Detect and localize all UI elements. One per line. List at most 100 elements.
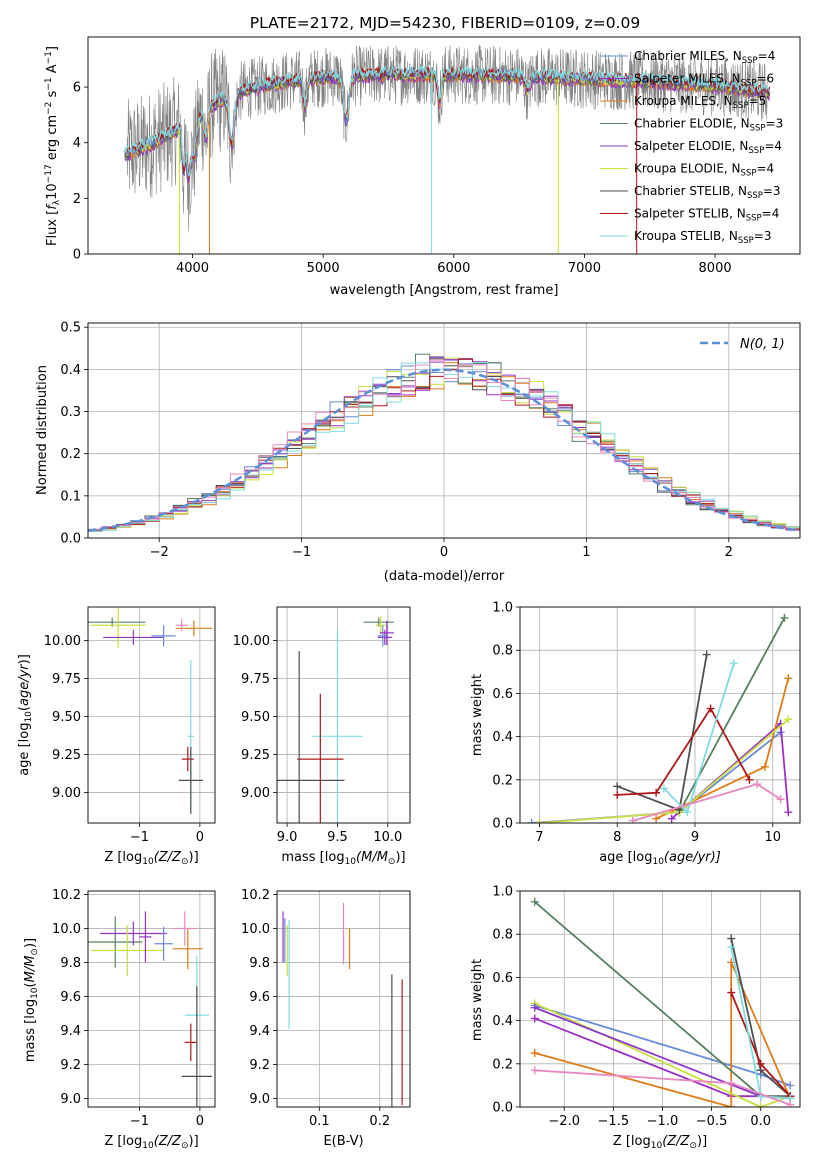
errorbar-point <box>277 651 345 823</box>
y-tick-label: 9.50 <box>241 710 270 725</box>
errorbar-point <box>172 911 197 946</box>
series-point-marker <box>613 782 622 791</box>
axes-frame <box>519 606 801 824</box>
series-point-marker <box>706 704 715 713</box>
y-tick-label: 0.0 <box>60 532 81 547</box>
x-tick-label: 7 <box>535 830 543 845</box>
axes-mass_vs_ebv: 0.1 0.2 9.0 9.2 9.4 9.6 9.8 10.0 10.2 E(B-V) <box>241 888 390 1149</box>
y-axis-label: mass weight <box>470 959 485 1041</box>
x-tick-label: 1 <box>582 545 590 560</box>
y-tick-label: 9.75 <box>52 672 81 687</box>
y-tick-label: 9.00 <box>52 786 81 801</box>
y-tick-label: 1.0 <box>492 885 513 900</box>
series-point-marker <box>745 775 754 784</box>
axes-frame <box>87 322 801 539</box>
panel-age_vs_Z: −1 0 9.00 9.25 9.50 9.75 10.00 Z [log10(Z/Z⊙)] <box>44 606 216 867</box>
legend-entry: Chabrier MILES, NSSP=4 <box>634 49 775 66</box>
panel-residuals: −2 −1 0 1 2 0.0 0.1 0.2 0.3 0.4 0.5 (data-model)/er… <box>60 321 801 584</box>
x-tick-label: 9 <box>691 830 699 845</box>
errorbar-point <box>91 925 164 977</box>
x-tick-label: −1 <box>130 1114 149 1129</box>
series-point-marker <box>683 808 692 817</box>
x-tick-label: 6000 <box>437 261 470 276</box>
axes-frame <box>87 606 216 824</box>
series-point-marker <box>535 819 544 823</box>
legend-entry: Kroupa MILES, NSSP=5 <box>634 94 766 111</box>
series-point-marker <box>756 1103 765 1107</box>
x-tick-label: 10.0 <box>373 830 402 845</box>
series-point-marker <box>613 790 622 799</box>
errorbar-point <box>175 620 212 636</box>
series-point-marker <box>784 674 793 683</box>
errorbar-point <box>297 693 344 823</box>
residual-legend: N(0, 1) <box>700 337 785 352</box>
y-tick-label: 0.2 <box>60 447 81 462</box>
errorbar-point <box>88 916 143 968</box>
legend-entry: Salpeter MILES, NSSP=6 <box>634 72 774 89</box>
panel-massweight_vs_Z: −2.0 −1.5 −1.0 −0.5 0.0 0.0 0.2 0.4 0.6 0.8 1.0 Z [… <box>492 885 801 1151</box>
x-axis-label: Z [log10(Z/Z⊙)] <box>613 1134 707 1151</box>
errorbar-point <box>154 926 173 961</box>
series-point-marker <box>753 780 762 789</box>
y-tick-label: 9.6 <box>249 990 270 1005</box>
axes-age_vs_mass: 9.0 9.5 10.0 9.00 9.25 9.50 9.75 10.00 mass [log… <box>233 634 406 867</box>
y-tick-label: 0.0 <box>492 1101 513 1116</box>
x-tick-label: 9.5 <box>327 830 348 845</box>
errorbar-point <box>103 629 164 646</box>
x-axis-label: wavelength [Angstrom, rest frame] <box>330 283 559 298</box>
errorbar-point <box>172 928 203 970</box>
plot-area-age_vs_Z <box>88 607 212 814</box>
y-tick-label: 9.50 <box>52 710 81 725</box>
figure-title: PLATE=2172, MJD=54230, FIBERID=0109, z=0… <box>250 14 640 32</box>
y-tick-label: 0 <box>73 248 81 263</box>
series-point-marker <box>727 1079 736 1088</box>
series-point-marker <box>667 814 676 823</box>
x-tick-label: 5000 <box>307 261 340 276</box>
series-point-marker <box>761 762 769 771</box>
x-axis-label: Z [log10(Z/Z⊙)] <box>104 850 198 867</box>
y-tick-label: 9.0 <box>249 1092 270 1107</box>
y-tick-label: 0.1 <box>60 489 81 504</box>
errorbar-point <box>379 620 394 646</box>
series-point-marker <box>786 1100 795 1107</box>
axes-frame <box>87 36 801 255</box>
series-point-marker <box>702 650 711 659</box>
y-tick-label: 9.00 <box>241 786 270 801</box>
series-point-marker <box>530 1003 539 1012</box>
plot-area-mass_vs_ebv <box>282 902 403 1107</box>
plot-area-age_vs_mass <box>277 616 394 823</box>
series-point-marker <box>786 1081 795 1090</box>
y-tick-label: 0.8 <box>492 644 513 659</box>
plot-area-spectrum <box>124 44 771 254</box>
y-tick-label: 10.00 <box>44 634 81 649</box>
spectrum-model-kroupa_stelib <box>124 64 771 177</box>
series-point-marker <box>527 819 536 823</box>
x-axis-label: age [log10(age/yr)] <box>599 850 721 867</box>
spectrum-legend: Chabrier MILES, NSSP=4 Salpeter MILES, NS… <box>600 49 783 246</box>
x-tick-label: 2 <box>725 545 733 560</box>
axes-mass_vs_Z: −1 0 9.0 9.2 9.4 9.6 9.8 10.0 10.2 Z [log10(Z/Z⊙)… <box>52 888 204 1151</box>
series-point-marker <box>784 715 793 724</box>
x-tick-label: 8000 <box>699 261 732 276</box>
normal-curve <box>88 368 800 532</box>
y-tick-label: 9.8 <box>249 956 270 971</box>
errorbar-point <box>151 625 176 647</box>
errorbar-point <box>377 629 392 646</box>
y-tick-label: 9.2 <box>60 1058 81 1073</box>
y-tick-label: 9.6 <box>60 990 81 1005</box>
y-axis-label: mass [log10(M/M⊙)] <box>23 938 40 1062</box>
y-tick-label: 9.8 <box>60 956 81 971</box>
y-tick-label: 9.0 <box>60 1092 81 1107</box>
series-point-marker <box>659 784 668 793</box>
errorbar-point <box>139 911 152 963</box>
y-tick-label: 9.4 <box>249 1024 270 1039</box>
series-point-marker <box>652 788 661 797</box>
x-tick-label: 0.0 <box>750 1114 771 1129</box>
legend-entry: Kroupa ELODIE, NSSP=4 <box>634 162 774 179</box>
series-point-marker <box>780 613 789 622</box>
errorbar-point <box>100 921 167 946</box>
y-tick-label: 9.25 <box>241 748 270 763</box>
panel-massweight_vs_age: 7 8 9 10 0.0 0.2 0.4 0.6 0.8 1.0 age [log10(age/yr… <box>492 601 801 867</box>
y-tick-label: 9.25 <box>52 748 81 763</box>
y-tick-label: 0.4 <box>492 1014 513 1029</box>
